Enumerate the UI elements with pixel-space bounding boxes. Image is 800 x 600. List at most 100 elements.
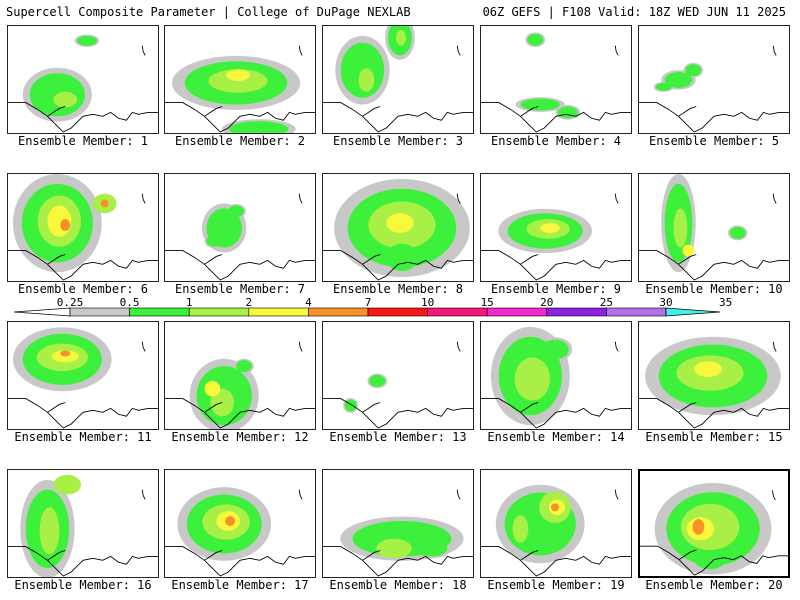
border-line [47, 402, 66, 413]
ensemble-member-label: Ensemble Member: 16 [14, 578, 152, 592]
coastline [165, 250, 315, 281]
colorbar-tick-label: 2 [245, 296, 252, 309]
coastline [323, 250, 473, 281]
ensemble-member-label: Ensemble Member: 14 [487, 430, 625, 444]
border-line [204, 106, 223, 117]
ensemble-member-panel[interactable] [164, 321, 316, 430]
coastline [323, 546, 473, 577]
coastline [481, 102, 631, 133]
border-line [520, 402, 539, 413]
ensemble-member-panel[interactable] [480, 25, 632, 134]
border-line [204, 254, 223, 265]
scp-map [481, 32, 631, 133]
scp-map [481, 484, 631, 577]
ensemble-member-panel[interactable] [638, 469, 790, 578]
coastline [8, 546, 158, 577]
colorbar-tick-label: 7 [365, 296, 372, 309]
scp-map [639, 174, 789, 281]
scp-contour [655, 82, 672, 91]
ensemble-member-label: Ensemble Member: 19 [487, 578, 625, 592]
scp-map [323, 26, 473, 133]
ensemble-member-panel[interactable] [164, 173, 316, 282]
scp-map [639, 45, 789, 133]
scp-map [165, 193, 315, 281]
ensemble-member-panel[interactable] [7, 321, 159, 430]
scp-contour [664, 72, 693, 88]
ensemble-member-panel[interactable] [638, 25, 790, 134]
border-line [520, 254, 539, 265]
lake-shore [771, 490, 776, 501]
ensemble-member-label: Ensemble Member: 1 [17, 134, 149, 148]
scp-contour [694, 361, 722, 377]
ensemble-member-panel[interactable] [480, 469, 632, 578]
ensemble-member-label: Ensemble Member: 15 [645, 430, 783, 444]
scp-map [8, 174, 158, 281]
border-line [678, 402, 697, 413]
scp-contour [512, 515, 529, 543]
ensemble-member-label: Ensemble Member: 13 [329, 430, 467, 444]
ensemble-member-panel[interactable] [164, 469, 316, 578]
scp-contour [673, 208, 688, 248]
colorbar-arrow-low [13, 307, 71, 317]
ensemble-member-panel[interactable] [322, 469, 474, 578]
coastline [481, 546, 631, 577]
lake-shore [298, 45, 303, 56]
ensemble-member-label: Ensemble Member: 5 [648, 134, 780, 148]
lake-shore [772, 193, 777, 204]
scp-contour [415, 540, 448, 557]
ensemble-member-panel[interactable] [638, 173, 790, 282]
ensemble-member-panel[interactable] [164, 25, 316, 134]
ensemble-member-panel[interactable] [480, 173, 632, 282]
lake-shore [614, 45, 619, 56]
colorbar-swatch [248, 307, 309, 317]
ensemble-member-panel[interactable] [7, 469, 159, 578]
border-line [204, 550, 223, 561]
ensemble-member-panel[interactable] [480, 321, 632, 430]
ensemble-member-label: Ensemble Member: 4 [490, 134, 622, 148]
lake-shore [456, 489, 461, 500]
scp-contour [100, 199, 109, 208]
scp-map [323, 489, 473, 577]
ensemble-member-panel[interactable] [322, 321, 474, 430]
ensemble-member-label: Ensemble Member: 12 [171, 430, 309, 444]
colorbar-tick-label: 15 [481, 296, 494, 309]
ensemble-member-panel[interactable] [7, 25, 159, 134]
run-info: 06Z GEFS | F108 Valid: 18Z WED JUN 11 20… [482, 5, 786, 19]
ensemble-member-label: Ensemble Member: 8 [332, 282, 464, 296]
scp-contour [527, 33, 544, 46]
scp-contour [53, 91, 78, 108]
lake-shore [141, 45, 146, 56]
page-title: Supercell Composite Parameter | College … [6, 5, 411, 19]
scp-contour [396, 29, 406, 46]
ensemble-member-label: Ensemble Member: 2 [174, 134, 306, 148]
colorbar-legend: 0.25 0.5 1 2 4 7 10 15 20 25 30 35 [13, 296, 732, 317]
scp-contour [358, 68, 375, 92]
colorbar-swatch [69, 307, 130, 317]
lake-shore [298, 489, 303, 500]
border-line [678, 106, 697, 117]
border-line [520, 106, 539, 117]
border-line [47, 550, 66, 561]
ensemble-member-panel[interactable] [322, 25, 474, 134]
colorbar-swatch [486, 307, 548, 317]
border-line [678, 254, 697, 265]
lake-shore [298, 341, 303, 352]
lake-shore [456, 193, 461, 204]
scp-contour [386, 243, 418, 272]
scp-map [640, 483, 788, 576]
colorbar-tick-label: 30 [659, 296, 672, 309]
scp-contour [204, 380, 221, 397]
border-line [362, 106, 381, 117]
scp-contour [551, 503, 559, 512]
scp-contour [369, 375, 386, 387]
scp-contour [229, 121, 289, 133]
ensemble-member-panel[interactable] [322, 173, 474, 282]
ensemble-member-label: Ensemble Member: 11 [14, 430, 152, 444]
ensemble-member-label: Ensemble Member: 9 [490, 282, 622, 296]
ensemble-member-panel[interactable] [638, 321, 790, 430]
ensemble-member-panel[interactable] [7, 173, 159, 282]
lake-shore [614, 341, 619, 352]
scp-contour [210, 388, 235, 417]
scp-contour [682, 244, 695, 257]
scp-map [481, 326, 631, 429]
